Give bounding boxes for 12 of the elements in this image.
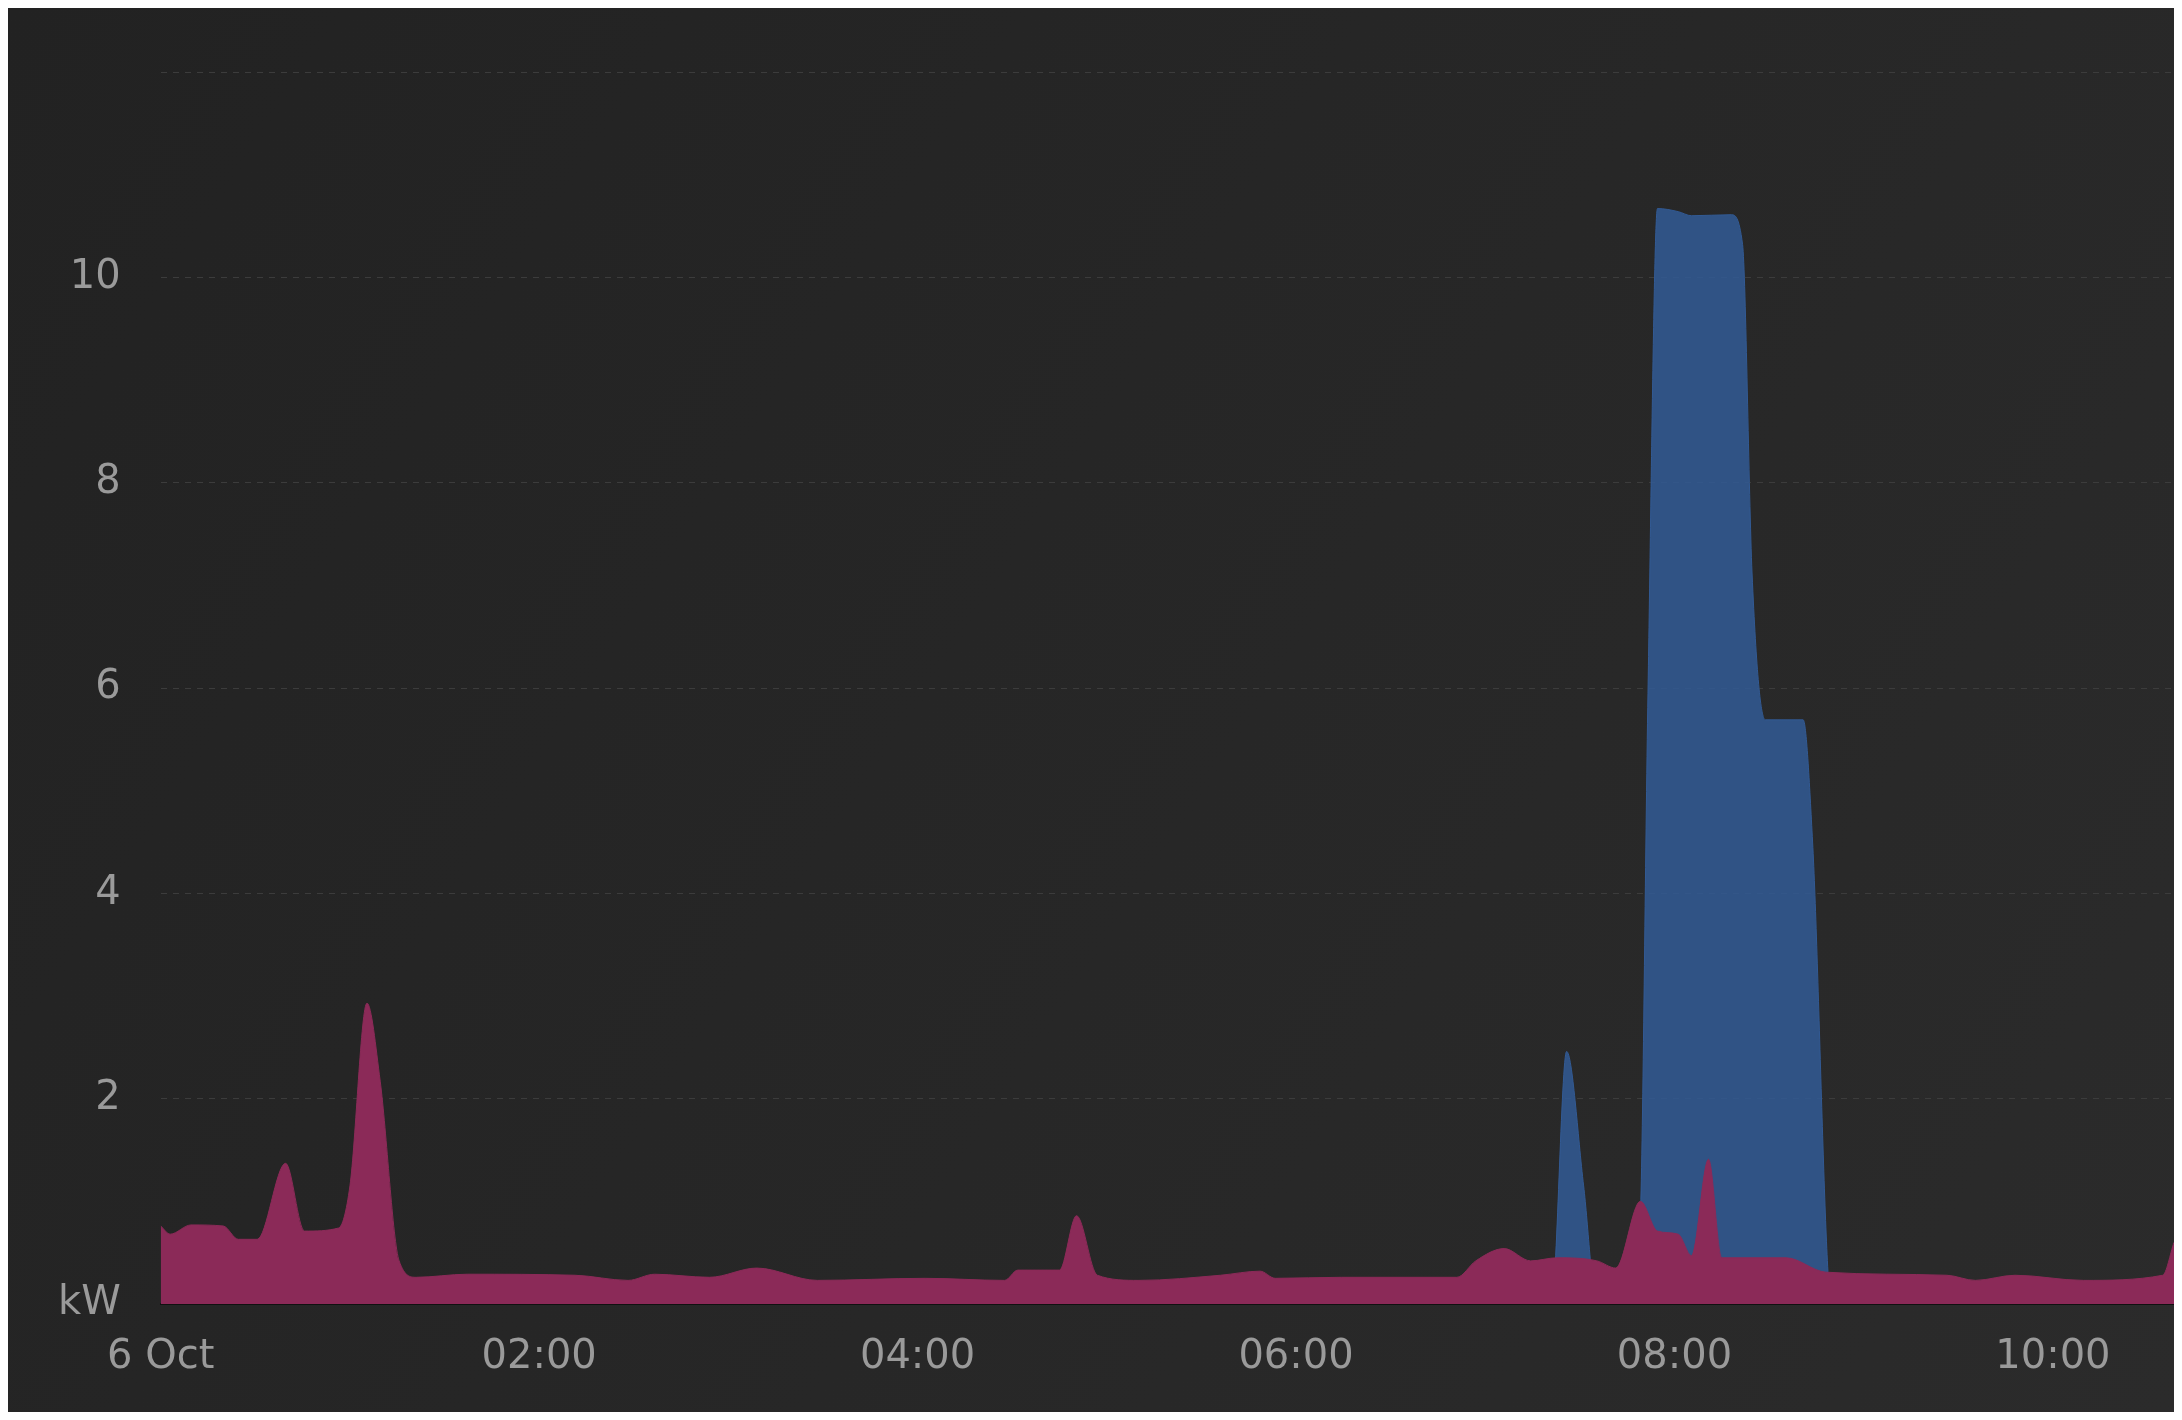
x-tick-label: 08:00 [1616,1331,1733,1378]
y-tick-label: 10 [69,250,121,297]
x-tick-label: 6 Oct [107,1331,215,1378]
y-tick-label: 6 [95,661,121,708]
y-tick-label: 4 [95,866,121,913]
x-tick-label: 10:00 [1995,1331,2111,1378]
y-tick-label: 2 [95,1072,121,1119]
x-tick-label: 04:00 [859,1331,976,1378]
x-tick-label: 02:00 [481,1331,597,1378]
y-tick-label: 8 [95,456,121,503]
x-tick-label: 06:00 [1238,1331,1354,1378]
y-tick-label: kW [58,1277,121,1324]
